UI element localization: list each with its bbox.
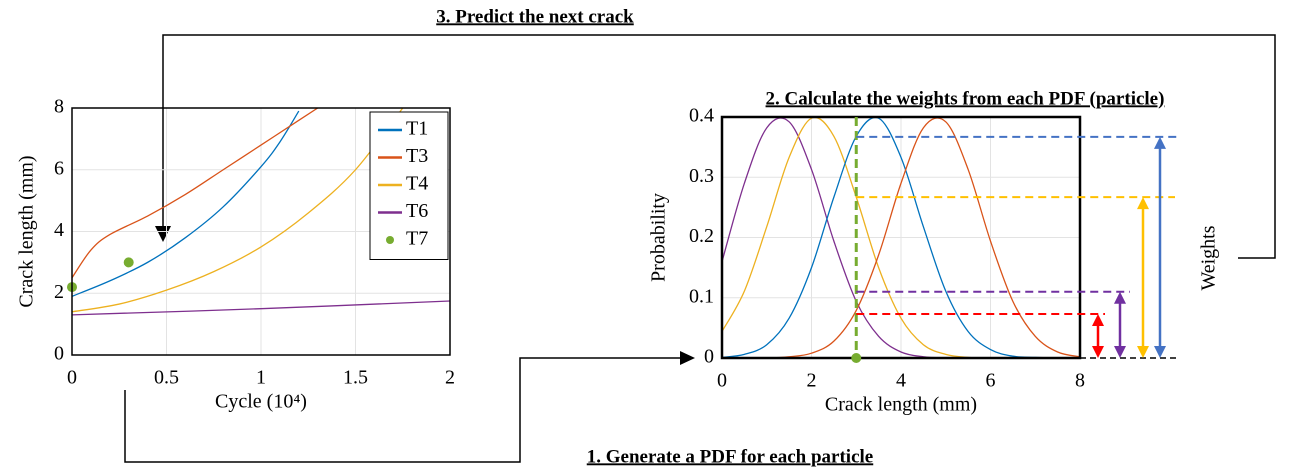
y-axis-label: Crack length (mm) bbox=[16, 155, 38, 307]
x-tick-label: 1 bbox=[256, 367, 266, 389]
y-tick-label: 2 bbox=[54, 281, 64, 303]
x-axis-label: Crack length (mm) bbox=[825, 394, 977, 416]
weights-label: Weights bbox=[1198, 225, 1220, 290]
plot-frame bbox=[71, 107, 451, 356]
legend-label: T6 bbox=[406, 200, 428, 222]
step-title: 1. Generate a PDF for each particle bbox=[587, 446, 873, 467]
x-tick-label: 8 bbox=[1075, 370, 1085, 392]
x-tick-label: 0 bbox=[67, 367, 77, 389]
y-axis-label: Probability bbox=[648, 193, 670, 282]
arrowhead bbox=[1092, 314, 1104, 327]
connector bbox=[162, 34, 1276, 259]
data-line bbox=[72, 110, 300, 297]
y-tick-label: 0.2 bbox=[689, 225, 714, 247]
x-tick-label: 2 bbox=[807, 370, 817, 392]
arrowhead bbox=[1154, 346, 1166, 358]
legend-label: T7 bbox=[406, 228, 428, 250]
arrowhead bbox=[1092, 346, 1104, 358]
y-tick-label: 8 bbox=[54, 96, 64, 118]
arrowhead bbox=[1114, 291, 1126, 304]
plot-frame bbox=[720, 115, 1082, 360]
legend-marker bbox=[386, 236, 394, 244]
data-line bbox=[72, 108, 404, 313]
data-point bbox=[123, 257, 134, 268]
x-tick-label: 0 bbox=[717, 370, 727, 392]
y-tick-label: 0 bbox=[54, 343, 64, 365]
legend-label: T3 bbox=[406, 145, 428, 167]
observation-point bbox=[851, 353, 862, 363]
legend-label: T4 bbox=[406, 173, 428, 195]
arrowhead bbox=[155, 226, 171, 242]
x-tick-label: 6 bbox=[986, 370, 996, 392]
arrowhead bbox=[1154, 136, 1166, 149]
y-tick-label: 0.4 bbox=[689, 105, 714, 127]
plot-area bbox=[72, 108, 450, 316]
data-line bbox=[72, 300, 450, 316]
x-tick-label: 1.5 bbox=[343, 367, 368, 389]
arrowhead bbox=[1137, 346, 1149, 358]
x-tick-label: 2 bbox=[445, 367, 455, 389]
arrowhead bbox=[680, 351, 695, 365]
x-tick-label: 0.5 bbox=[154, 367, 179, 389]
y-tick-label: 4 bbox=[54, 219, 64, 241]
y-tick-label: 0.1 bbox=[689, 285, 714, 307]
connector bbox=[124, 357, 682, 463]
step-title: 3. Predict the next crack bbox=[436, 6, 634, 27]
y-tick-label: 0.3 bbox=[689, 165, 714, 187]
arrowhead bbox=[1114, 346, 1126, 358]
data-line bbox=[72, 108, 319, 279]
x-tick-label: 4 bbox=[896, 370, 906, 392]
step-title: 2. Calculate the weights from each PDF (… bbox=[766, 88, 1165, 109]
arrowhead bbox=[1137, 197, 1149, 210]
legend-box bbox=[369, 111, 449, 260]
x-axis-label: Cycle (10⁴) bbox=[215, 391, 307, 413]
y-tick-label: 0 bbox=[704, 346, 714, 368]
legend-label: T1 bbox=[406, 118, 428, 140]
y-tick-label: 6 bbox=[54, 157, 64, 179]
data-line bbox=[722, 117, 1080, 358]
